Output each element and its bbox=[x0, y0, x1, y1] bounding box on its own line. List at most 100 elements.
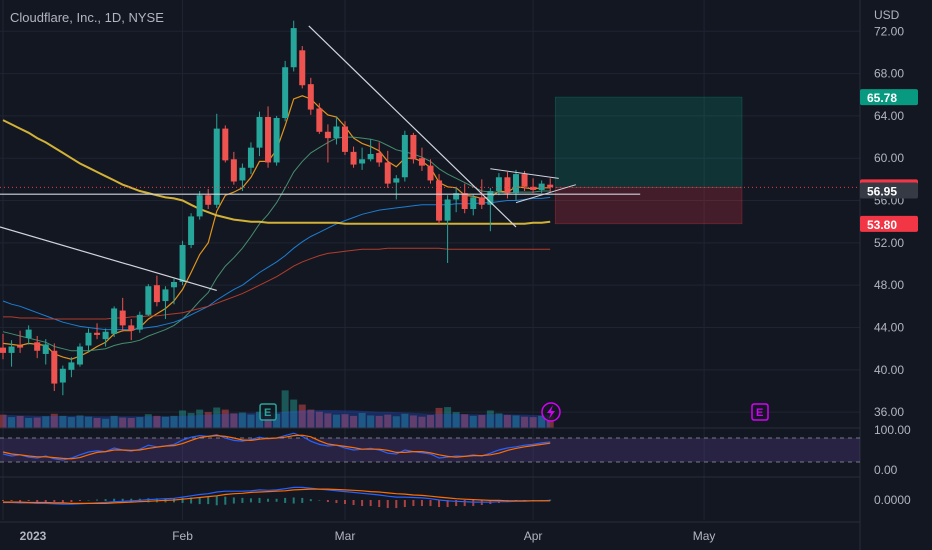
candle bbox=[171, 278, 177, 305]
rsi-tick-label: 0.00 bbox=[874, 463, 898, 477]
volume-bar bbox=[290, 399, 298, 428]
candle-body bbox=[513, 174, 519, 194]
candle-body bbox=[547, 184, 554, 188]
macd-histogram-bar bbox=[549, 499, 552, 501]
candle-body bbox=[384, 162, 391, 184]
candle bbox=[290, 20, 297, 72]
candle-body bbox=[453, 193, 460, 200]
volume-bar bbox=[384, 414, 392, 428]
macd-histogram-bar bbox=[2, 500, 4, 502]
macd-histogram-bar bbox=[326, 500, 329, 503]
candle-body bbox=[316, 108, 323, 132]
candle bbox=[0, 333, 6, 360]
candle bbox=[487, 187, 494, 232]
candle-body bbox=[222, 128, 229, 161]
macd-histogram-bar bbox=[361, 500, 364, 507]
candle-body bbox=[188, 216, 195, 245]
volume-bar bbox=[25, 417, 33, 428]
candle bbox=[265, 106, 272, 168]
candle bbox=[34, 335, 41, 359]
candle bbox=[470, 194, 477, 216]
candle-body bbox=[418, 158, 425, 166]
volume-bar bbox=[521, 416, 529, 428]
macd-histogram-bar bbox=[275, 498, 278, 502]
candle-body bbox=[487, 191, 494, 205]
y-tick-label: 52.00 bbox=[874, 236, 904, 250]
macd-histogram-bar bbox=[215, 496, 218, 506]
volume-bar bbox=[144, 414, 152, 428]
macd-signal-line bbox=[3, 488, 551, 504]
volume-bar bbox=[461, 414, 469, 428]
volume-bar bbox=[375, 415, 383, 428]
x-tick-label: 2023 bbox=[20, 529, 47, 543]
candle-body bbox=[367, 153, 374, 160]
trend-line bbox=[0, 226, 217, 292]
volume-bar bbox=[213, 407, 221, 428]
volume-bar bbox=[409, 415, 417, 428]
macd-histogram-bar bbox=[96, 499, 99, 501]
macd-histogram-bar bbox=[61, 500, 64, 504]
volume-bar bbox=[486, 410, 494, 428]
price-label-text: 65.78 bbox=[867, 91, 897, 105]
volume-bar bbox=[538, 415, 546, 428]
candle bbox=[68, 357, 75, 378]
volume-bar bbox=[161, 416, 169, 428]
macd-histogram-bar bbox=[224, 496, 227, 505]
moving-average-line bbox=[2, 119, 551, 225]
y-tick-label: 60.00 bbox=[874, 151, 904, 165]
candle bbox=[196, 191, 203, 220]
macd-histogram-bar bbox=[10, 500, 13, 502]
y-tick-label: 36.00 bbox=[874, 405, 904, 419]
candle-body bbox=[102, 331, 109, 340]
downtrend-line bbox=[308, 25, 517, 228]
candle bbox=[213, 113, 220, 208]
price-label: 65.78 bbox=[860, 89, 918, 106]
candle-body bbox=[350, 151, 357, 165]
candle bbox=[162, 286, 169, 320]
macd-histogram-bar bbox=[472, 500, 475, 507]
candle bbox=[25, 325, 32, 345]
rsi-tick-label: 100.00 bbox=[874, 423, 911, 437]
candle bbox=[8, 340, 15, 367]
candle-body bbox=[42, 344, 49, 354]
macd-histogram-bar bbox=[36, 500, 39, 503]
volume-bar bbox=[110, 415, 118, 428]
volume-bar bbox=[315, 411, 323, 428]
volume-bar bbox=[136, 417, 144, 428]
macd-histogram-bar bbox=[19, 500, 22, 503]
volume-bar bbox=[127, 417, 135, 428]
candle-body bbox=[333, 126, 340, 139]
volume-bar bbox=[332, 414, 340, 428]
candle bbox=[342, 121, 348, 156]
volume-bar bbox=[221, 409, 229, 428]
volume-bar bbox=[273, 413, 281, 428]
candle-body bbox=[128, 325, 135, 331]
candle-body bbox=[444, 199, 451, 221]
volume-bar bbox=[85, 416, 92, 428]
candle bbox=[94, 323, 101, 340]
candle-body bbox=[307, 84, 314, 110]
macd-histogram-bar bbox=[44, 500, 47, 503]
macd-histogram-bar bbox=[207, 497, 210, 505]
candle-body bbox=[94, 332, 101, 335]
volume-bar bbox=[307, 409, 315, 428]
macd-histogram-bar bbox=[386, 500, 389, 509]
volume-bar bbox=[418, 416, 426, 428]
macd-histogram-bar bbox=[78, 500, 81, 502]
candle-body bbox=[51, 350, 58, 384]
candle bbox=[17, 330, 24, 353]
candle bbox=[350, 146, 357, 168]
candle-body bbox=[8, 346, 15, 353]
macd-histogram-bar bbox=[301, 497, 304, 503]
candle bbox=[188, 213, 195, 249]
volume-bar bbox=[50, 413, 58, 428]
candle-body bbox=[538, 183, 545, 190]
volume-bar bbox=[503, 415, 511, 428]
macd-histogram-bar bbox=[318, 500, 321, 501]
candle-body bbox=[290, 28, 297, 68]
volume-bar bbox=[529, 417, 537, 428]
moving-average-line bbox=[3, 247, 551, 320]
volume-bar bbox=[452, 412, 460, 428]
